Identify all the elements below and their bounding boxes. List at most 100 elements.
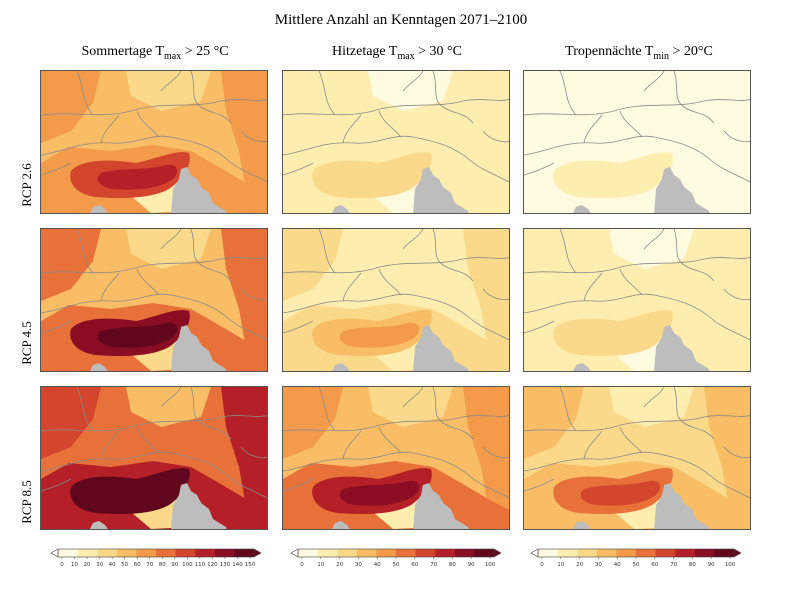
map-panel-rcp26-sommertage	[40, 70, 268, 214]
sea-area	[413, 483, 469, 529]
heat-zone	[41, 71, 101, 143]
heat-zone	[368, 71, 453, 111]
heat-zone	[609, 229, 694, 269]
colorbar-tick-label: 30	[355, 562, 362, 568]
colorbar-tick-label: 70	[430, 562, 437, 568]
colorbar-tick-label: 40	[374, 562, 381, 568]
border-line	[524, 478, 555, 492]
colorbar-max-arrow	[733, 548, 742, 558]
colorbar-min-arrow	[290, 548, 299, 558]
border-line	[283, 99, 509, 116]
border-line	[41, 99, 267, 116]
colorbar-tick-label: 60	[134, 562, 141, 568]
colorbar-segment	[415, 549, 436, 557]
border-line	[711, 160, 750, 183]
colorbar-tick-label: 110	[195, 562, 206, 568]
colorbar-tick-label: 80	[449, 562, 456, 568]
map-panel-rcp85-sommertage	[40, 386, 268, 530]
border-line	[619, 426, 643, 454]
border-line	[723, 130, 750, 143]
colorbar-segment	[195, 549, 216, 557]
heat-zone	[339, 480, 420, 506]
map-graphic	[524, 71, 750, 213]
border-line	[283, 135, 472, 162]
colorbar-tick-label: 0	[60, 562, 64, 568]
heat-zone	[463, 387, 509, 529]
sea-area	[90, 521, 108, 529]
border-line	[160, 387, 182, 408]
border-line	[240, 288, 267, 301]
border-line	[228, 160, 267, 183]
colorbar-segment	[116, 549, 137, 557]
border-line	[100, 272, 120, 302]
map-graphic	[41, 387, 267, 529]
colorbar-hitzetage: 0 10 20 30 40 50 60 70 80 90 100	[290, 545, 522, 575]
colorbar-tick-label: 0	[540, 562, 544, 568]
heat-zone	[283, 71, 343, 143]
border-line	[524, 451, 713, 478]
colorbar-segment	[596, 549, 617, 557]
border-line	[619, 110, 643, 138]
heat-zone	[339, 322, 420, 348]
border-line	[643, 387, 665, 408]
map-panel-rcp45-tropennaechte	[523, 228, 751, 372]
sea-area	[332, 521, 350, 529]
border-line	[342, 114, 362, 144]
colorbar-segment	[298, 549, 319, 557]
heat-zone	[339, 164, 420, 190]
colorbar-tick-label: 50	[393, 562, 400, 568]
sea-area	[654, 325, 710, 371]
border-line	[711, 476, 750, 499]
border-line	[190, 229, 232, 282]
heat-zone	[368, 387, 453, 427]
map-panel-rcp85-tropennaechte	[523, 386, 751, 530]
border-line	[136, 268, 160, 296]
border-line	[283, 478, 314, 492]
map-panel-rcp26-tropennaechte	[523, 70, 751, 214]
border-line	[160, 229, 182, 250]
row-label-rcp26: RCP 2.6	[19, 163, 34, 207]
colorbar-tick-label: 60	[411, 562, 418, 568]
heat-zone	[580, 480, 661, 506]
border-line	[583, 272, 603, 302]
heat-zone	[283, 229, 343, 301]
sea-area	[573, 363, 591, 371]
sea-area	[90, 205, 108, 213]
border-line	[482, 130, 509, 143]
border-line	[240, 130, 267, 143]
border-line	[673, 387, 715, 440]
border-line	[136, 110, 160, 138]
border-line	[524, 99, 750, 116]
border-line	[228, 476, 267, 499]
heat-zone	[580, 322, 661, 348]
sea-area	[171, 325, 227, 371]
colorbar-segment	[97, 549, 118, 557]
colorbar-segment	[454, 549, 475, 557]
colorbar-max-arrow	[253, 548, 262, 558]
border-line	[402, 71, 424, 92]
colorbar-tick-label: 80	[689, 562, 696, 568]
heat-zone	[97, 164, 178, 190]
border-line	[723, 446, 750, 459]
border-line	[283, 257, 509, 274]
colorbar-segment	[714, 549, 735, 557]
sea-area	[171, 167, 227, 213]
heat-zone	[524, 387, 584, 459]
border-line	[378, 426, 402, 454]
border-line	[559, 229, 577, 274]
heat-zone	[41, 229, 101, 301]
border-line	[711, 318, 750, 341]
colorbar-tick-label: 0	[300, 562, 304, 568]
colorbar-segment	[474, 549, 495, 557]
border-line	[470, 476, 509, 499]
colorbar-max-arrow	[493, 548, 502, 558]
sea-area	[332, 205, 350, 213]
sea-area	[90, 363, 108, 371]
colorbar-tick-label: 40	[614, 562, 621, 568]
border-line	[583, 430, 603, 460]
border-line	[283, 320, 314, 334]
map-panel-rcp45-hitzetage	[282, 228, 510, 372]
colorbar-segment	[337, 549, 358, 557]
border-line	[524, 293, 713, 320]
map-panel-rcp26-hitzetage	[282, 70, 510, 214]
